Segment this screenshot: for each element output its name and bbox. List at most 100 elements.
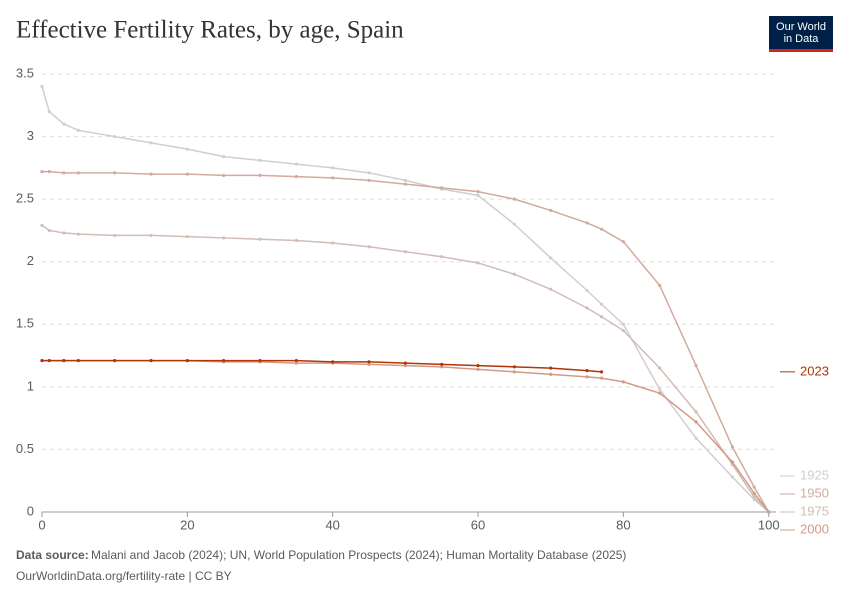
series-line	[41, 86, 770, 513]
source-label: Data source:	[16, 548, 89, 562]
point	[40, 170, 44, 174]
point	[549, 256, 553, 260]
point	[149, 233, 153, 238]
point	[752, 485, 756, 489]
point	[621, 322, 625, 326]
y-tick-label: 0	[27, 503, 34, 518]
point	[367, 362, 371, 366]
point	[730, 475, 734, 479]
logo-bar	[769, 49, 833, 52]
point	[185, 172, 189, 176]
legend-label: 2000	[800, 521, 829, 536]
y-tick-label: 1.5	[16, 316, 34, 331]
point	[76, 232, 80, 236]
point	[599, 370, 604, 374]
point	[294, 175, 298, 179]
legend-label: 2023	[800, 363, 829, 378]
point	[752, 491, 756, 495]
point	[585, 306, 589, 310]
point	[331, 176, 335, 180]
y-tick-label: 2	[27, 253, 34, 268]
point	[149, 141, 153, 145]
point	[76, 128, 80, 132]
point	[258, 173, 262, 177]
point	[331, 166, 335, 170]
point	[331, 241, 335, 245]
point	[258, 358, 262, 363]
point	[185, 358, 189, 363]
point	[599, 376, 604, 380]
point	[476, 367, 480, 371]
logo-text: Our World	[776, 21, 826, 33]
point	[294, 361, 298, 365]
point	[403, 250, 407, 254]
point	[658, 366, 662, 370]
point	[47, 228, 51, 233]
point	[222, 173, 226, 177]
point	[440, 186, 444, 190]
point	[440, 362, 444, 366]
series-line	[42, 359, 770, 513]
point	[512, 365, 516, 369]
point	[185, 147, 189, 151]
y-tick-label: 1	[27, 378, 34, 393]
point	[658, 391, 662, 395]
point	[549, 372, 553, 376]
x-tick-label: 100	[758, 517, 780, 532]
point	[62, 358, 66, 363]
point	[331, 360, 335, 364]
point	[476, 193, 480, 197]
point	[694, 436, 698, 440]
point	[403, 363, 407, 368]
x-tick-label: 40	[325, 517, 339, 532]
chart-title: Effective Fertility Rates, by age, Spain	[16, 17, 404, 44]
point	[658, 283, 662, 288]
point	[694, 363, 698, 368]
logo-box	[769, 16, 833, 52]
point	[258, 237, 262, 241]
series-line	[42, 359, 602, 373]
point	[585, 375, 589, 379]
point	[512, 370, 516, 374]
point	[185, 235, 189, 239]
point	[585, 221, 589, 225]
y-tick-label: 3.5	[16, 65, 34, 80]
legend-label: 1950	[800, 485, 829, 500]
point	[440, 255, 444, 259]
point	[694, 410, 698, 414]
point	[403, 361, 407, 365]
point	[222, 358, 226, 363]
point	[294, 238, 298, 243]
point	[476, 363, 480, 368]
footer: OurWorldinData.org/fertility-rate | CC B…	[16, 569, 232, 583]
source: Malani and Jacob (2024); UN, World Popul…	[91, 548, 626, 562]
point	[694, 420, 698, 424]
point	[62, 171, 66, 175]
point	[512, 222, 516, 226]
point	[294, 358, 298, 363]
point	[621, 380, 625, 384]
point	[585, 288, 589, 293]
point	[40, 223, 44, 228]
point	[752, 495, 756, 499]
x-tick-label: 60	[471, 517, 485, 532]
point	[47, 358, 51, 363]
point	[367, 171, 371, 175]
point	[599, 315, 604, 319]
y-tick-label: 0.5	[16, 441, 34, 456]
series-line	[42, 170, 770, 513]
point	[621, 328, 625, 333]
point	[76, 171, 80, 175]
point	[767, 510, 771, 514]
point	[113, 134, 117, 139]
point	[149, 172, 153, 176]
point	[440, 365, 444, 369]
point	[403, 182, 407, 186]
point	[367, 178, 371, 182]
point	[113, 358, 117, 363]
point	[599, 302, 604, 306]
point	[222, 154, 226, 159]
point	[549, 208, 553, 213]
